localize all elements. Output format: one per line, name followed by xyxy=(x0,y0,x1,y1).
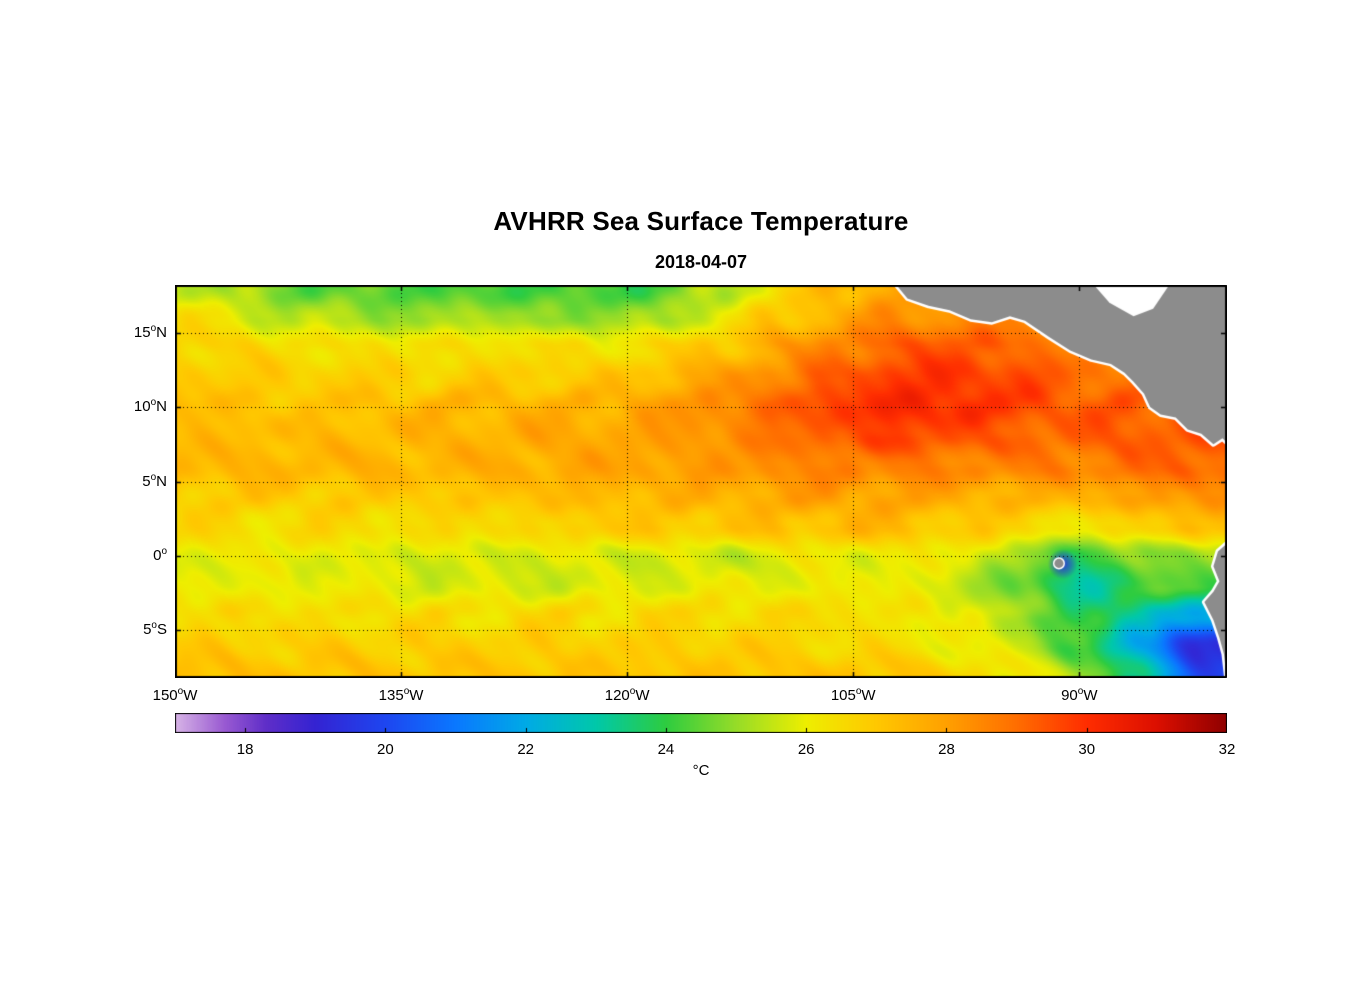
x-tick-label: 90oW xyxy=(1061,686,1098,705)
x-tick-label: 120oW xyxy=(604,686,650,705)
colorbar-tick-label: 20 xyxy=(377,741,394,758)
colorbar-tick-label: 30 xyxy=(1078,741,1096,758)
x-tick-label: 105oW xyxy=(830,686,876,705)
x-tick-label: 135oW xyxy=(378,686,424,705)
colorbar-tick-label: 28 xyxy=(938,741,955,758)
y-tick-label: 5oS xyxy=(143,620,167,639)
y-tick-label: 10oN xyxy=(133,397,167,416)
colorbar-tick-label: 18 xyxy=(236,741,254,758)
colorbar-tick-label: 22 xyxy=(517,741,534,758)
chart-title: AVHRR Sea Surface Temperature xyxy=(493,206,909,236)
colorbar-tick-label: 26 xyxy=(797,741,815,758)
y-tick-label: 0o xyxy=(153,545,167,564)
y-tick-label: 15oN xyxy=(133,322,167,341)
x-tick-label: 150oW xyxy=(152,686,198,705)
colorbar-tick-label: 32 xyxy=(1218,741,1236,758)
colorbar-canvas xyxy=(175,713,1227,733)
colorbar-tick-label: 24 xyxy=(657,741,675,758)
chart-subtitle: 2018-04-07 xyxy=(654,252,748,272)
y-tick-label: 5oN xyxy=(142,471,167,490)
sst-heatmap-canvas xyxy=(175,285,1227,678)
colorbar-unit-label: °C xyxy=(692,762,710,779)
